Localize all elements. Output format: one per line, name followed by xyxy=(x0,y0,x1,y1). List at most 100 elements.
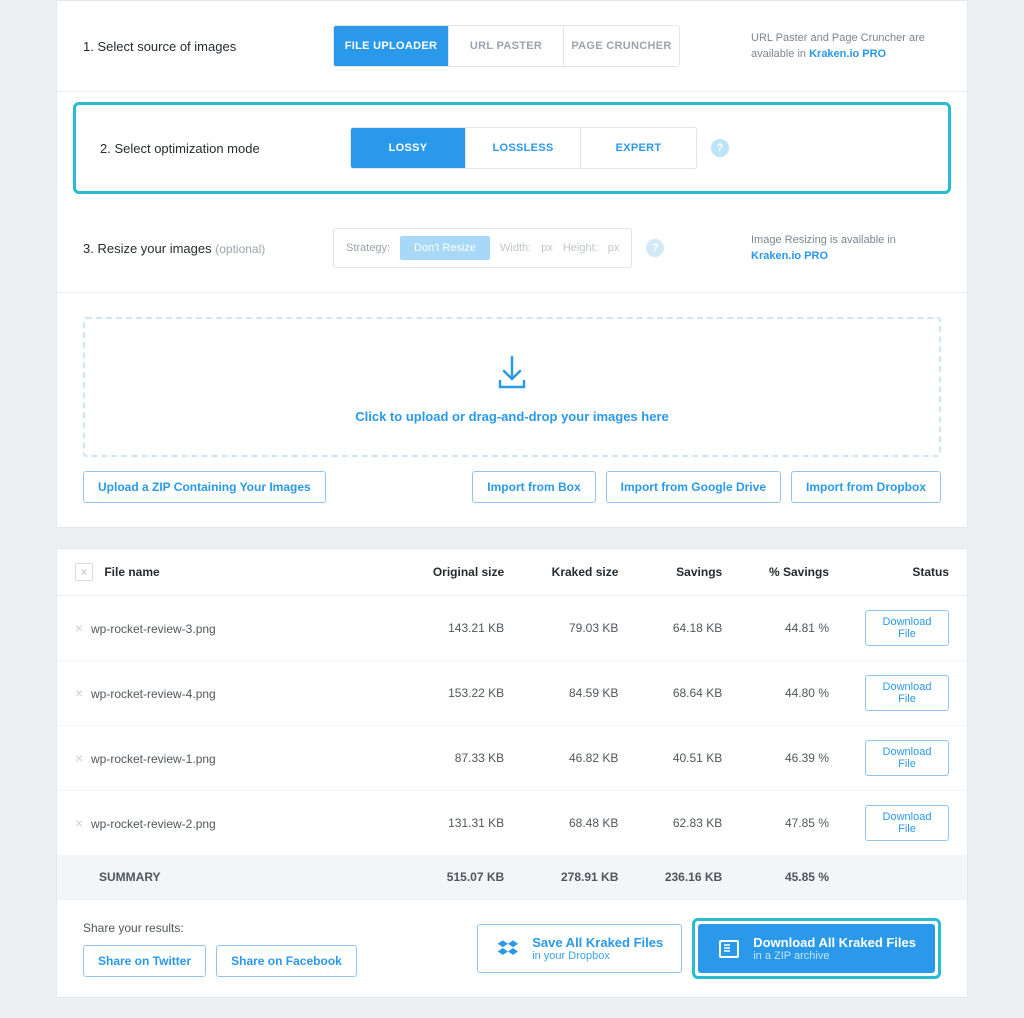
step-resize-row: 3. Resize your images (optional) Strateg… xyxy=(57,204,967,293)
save-dropbox-button[interactable]: Save All Kraked Files in your Dropbox xyxy=(477,924,682,973)
original-size: 143.21 KB xyxy=(403,596,522,661)
table-row: ×wp-rocket-review-2.png131.31 KB68.48 KB… xyxy=(57,791,967,856)
file-name: wp-rocket-review-4.png xyxy=(91,687,216,701)
remove-row-icon[interactable]: × xyxy=(75,815,91,831)
save-dropbox-title: Save All Kraked Files xyxy=(532,935,663,950)
strategy-select[interactable]: Don't Resize xyxy=(400,236,490,260)
table-row: ×wp-rocket-review-4.png 153.22 KB84.59 KB… xyxy=(57,661,967,726)
col-filename: File name xyxy=(104,565,159,579)
pct-savings: 44.80 % xyxy=(740,661,847,726)
tab-expert[interactable]: EXPERT xyxy=(581,128,696,168)
kraked-size: 84.59 KB xyxy=(522,661,636,726)
download-icon xyxy=(490,351,534,395)
tab-lossy[interactable]: LOSSY xyxy=(351,128,466,168)
pct-savings: 47.85 % xyxy=(740,791,847,856)
step3-label-optional: (optional) xyxy=(215,242,265,256)
download-file-button[interactable]: Download File xyxy=(865,740,949,776)
height-unit: px xyxy=(608,242,620,254)
width-label: Width: xyxy=(500,242,531,254)
col-savings: Savings xyxy=(636,549,740,596)
results-panel: × File name Original size Kraked size Sa… xyxy=(56,548,968,998)
col-original: Original size xyxy=(403,549,522,596)
savings: 64.18 KB xyxy=(636,596,740,661)
file-name: wp-rocket-review-2.png xyxy=(91,817,216,831)
download-all-sub: in a ZIP archive xyxy=(753,950,916,962)
width-unit: px xyxy=(541,242,553,254)
kraked-size: 79.03 KB xyxy=(522,596,636,661)
tab-file-uploader[interactable]: FILE UPLOADER xyxy=(334,26,449,66)
resize-help-icon[interactable]: ? xyxy=(646,239,664,257)
mode-help-icon[interactable]: ? xyxy=(711,139,729,157)
tab-url-paster[interactable]: URL PASTER xyxy=(449,26,564,66)
col-kraked: Kraked size xyxy=(522,549,636,596)
step3-note: Image Resizing is available in Kraken.io… xyxy=(751,232,941,265)
savings: 68.64 KB xyxy=(636,661,740,726)
download-all-button[interactable]: Download All Kraked Files in a ZIP archi… xyxy=(698,924,935,973)
remove-row-icon[interactable]: × xyxy=(75,685,91,701)
table-row: ×wp-rocket-review-1.png87.33 KB46.82 KB4… xyxy=(57,726,967,791)
zip-archive-icon xyxy=(717,937,741,961)
share-twitter-button[interactable]: Share on Twitter xyxy=(83,945,206,977)
step-mode-row: 2. Select optimization mode LOSSY LOSSLE… xyxy=(76,105,948,191)
kraked-size: 46.82 KB xyxy=(522,726,636,791)
source-tabs: FILE UPLOADER URL PASTER PAGE CRUNCHER xyxy=(333,25,680,67)
download-file-button[interactable]: Download File xyxy=(865,610,949,646)
mode-tabs: LOSSY LOSSLESS EXPERT xyxy=(350,127,697,169)
share-facebook-button[interactable]: Share on Facebook xyxy=(216,945,357,977)
step3-note-text: Image Resizing is available in xyxy=(751,234,896,246)
summary-row: SUMMARY515.07 KB278.91 KB236.16 KB45.85 … xyxy=(57,856,967,899)
col-pct-savings: % Savings xyxy=(740,549,847,596)
upload-hint: Click to upload or drag-and-drop your im… xyxy=(355,409,669,424)
summary-savings: 236.16 KB xyxy=(636,856,740,899)
savings: 62.83 KB xyxy=(636,791,740,856)
resize-options: Strategy: Don't Resize Width: px Height:… xyxy=(333,228,632,268)
step-mode-highlight: 2. Select optimization mode LOSSY LOSSLE… xyxy=(73,102,951,194)
upload-actions: Upload a ZIP Containing Your Images Impo… xyxy=(57,471,967,527)
upload-dropzone[interactable]: Click to upload or drag-and-drop your im… xyxy=(83,317,941,457)
col-status: Status xyxy=(847,549,967,596)
import-box-button[interactable]: Import from Box xyxy=(472,471,595,503)
summary-original: 515.07 KB xyxy=(403,856,522,899)
file-name: wp-rocket-review-1.png xyxy=(91,752,216,766)
kraked-size: 68.48 KB xyxy=(522,791,636,856)
step3-label-main: 3. Resize your images xyxy=(83,241,215,256)
table-row: ×wp-rocket-review-3.png 143.21 KB79.03 KB… xyxy=(57,596,967,661)
import-dropbox-button[interactable]: Import from Dropbox xyxy=(791,471,941,503)
save-dropbox-sub: in your Dropbox xyxy=(532,950,663,962)
config-panel: 1. Select source of images FILE UPLOADER… xyxy=(56,0,968,528)
tab-page-cruncher[interactable]: PAGE CRUNCHER xyxy=(564,26,679,66)
dropbox-icon xyxy=(496,937,520,961)
summary-pct: 45.85 % xyxy=(740,856,847,899)
download-highlight: Download All Kraked Files in a ZIP archi… xyxy=(692,918,941,979)
upload-zip-button[interactable]: Upload a ZIP Containing Your Images xyxy=(83,471,326,503)
file-name: wp-rocket-review-3.png xyxy=(91,622,216,636)
summary-kraked: 278.91 KB xyxy=(522,856,636,899)
download-file-button[interactable]: Download File xyxy=(865,675,949,711)
pct-savings: 44.81 % xyxy=(740,596,847,661)
remove-row-icon[interactable]: × xyxy=(75,620,91,636)
summary-label: SUMMARY xyxy=(57,856,403,899)
step3-label: 3. Resize your images (optional) xyxy=(83,241,333,256)
results-table: × File name Original size Kraked size Sa… xyxy=(57,549,967,899)
share-label: Share your results: xyxy=(83,921,357,935)
savings: 40.51 KB xyxy=(636,726,740,791)
kraken-pro-link-2[interactable]: Kraken.io PRO xyxy=(751,250,828,262)
height-label: Height: xyxy=(563,242,598,254)
clear-all-icon[interactable]: × xyxy=(75,563,93,581)
kraken-pro-link[interactable]: Kraken.io PRO xyxy=(809,48,886,60)
download-file-button[interactable]: Download File xyxy=(865,805,949,841)
table-header-row: × File name Original size Kraked size Sa… xyxy=(57,549,967,596)
results-footer: Share your results: Share on Twitter Sha… xyxy=(57,899,967,997)
pct-savings: 46.39 % xyxy=(740,726,847,791)
download-all-title: Download All Kraked Files xyxy=(753,935,916,950)
share-block: Share your results: Share on Twitter Sha… xyxy=(83,921,357,977)
tab-lossless[interactable]: LOSSLESS xyxy=(466,128,581,168)
step1-label: 1. Select source of images xyxy=(83,39,333,54)
strategy-label: Strategy: xyxy=(346,242,390,254)
step-source-row: 1. Select source of images FILE UPLOADER… xyxy=(57,1,967,92)
original-size: 153.22 KB xyxy=(403,661,522,726)
original-size: 87.33 KB xyxy=(403,726,522,791)
remove-row-icon[interactable]: × xyxy=(75,750,91,766)
import-gdrive-button[interactable]: Import from Google Drive xyxy=(606,471,781,503)
step2-label: 2. Select optimization mode xyxy=(100,141,350,156)
